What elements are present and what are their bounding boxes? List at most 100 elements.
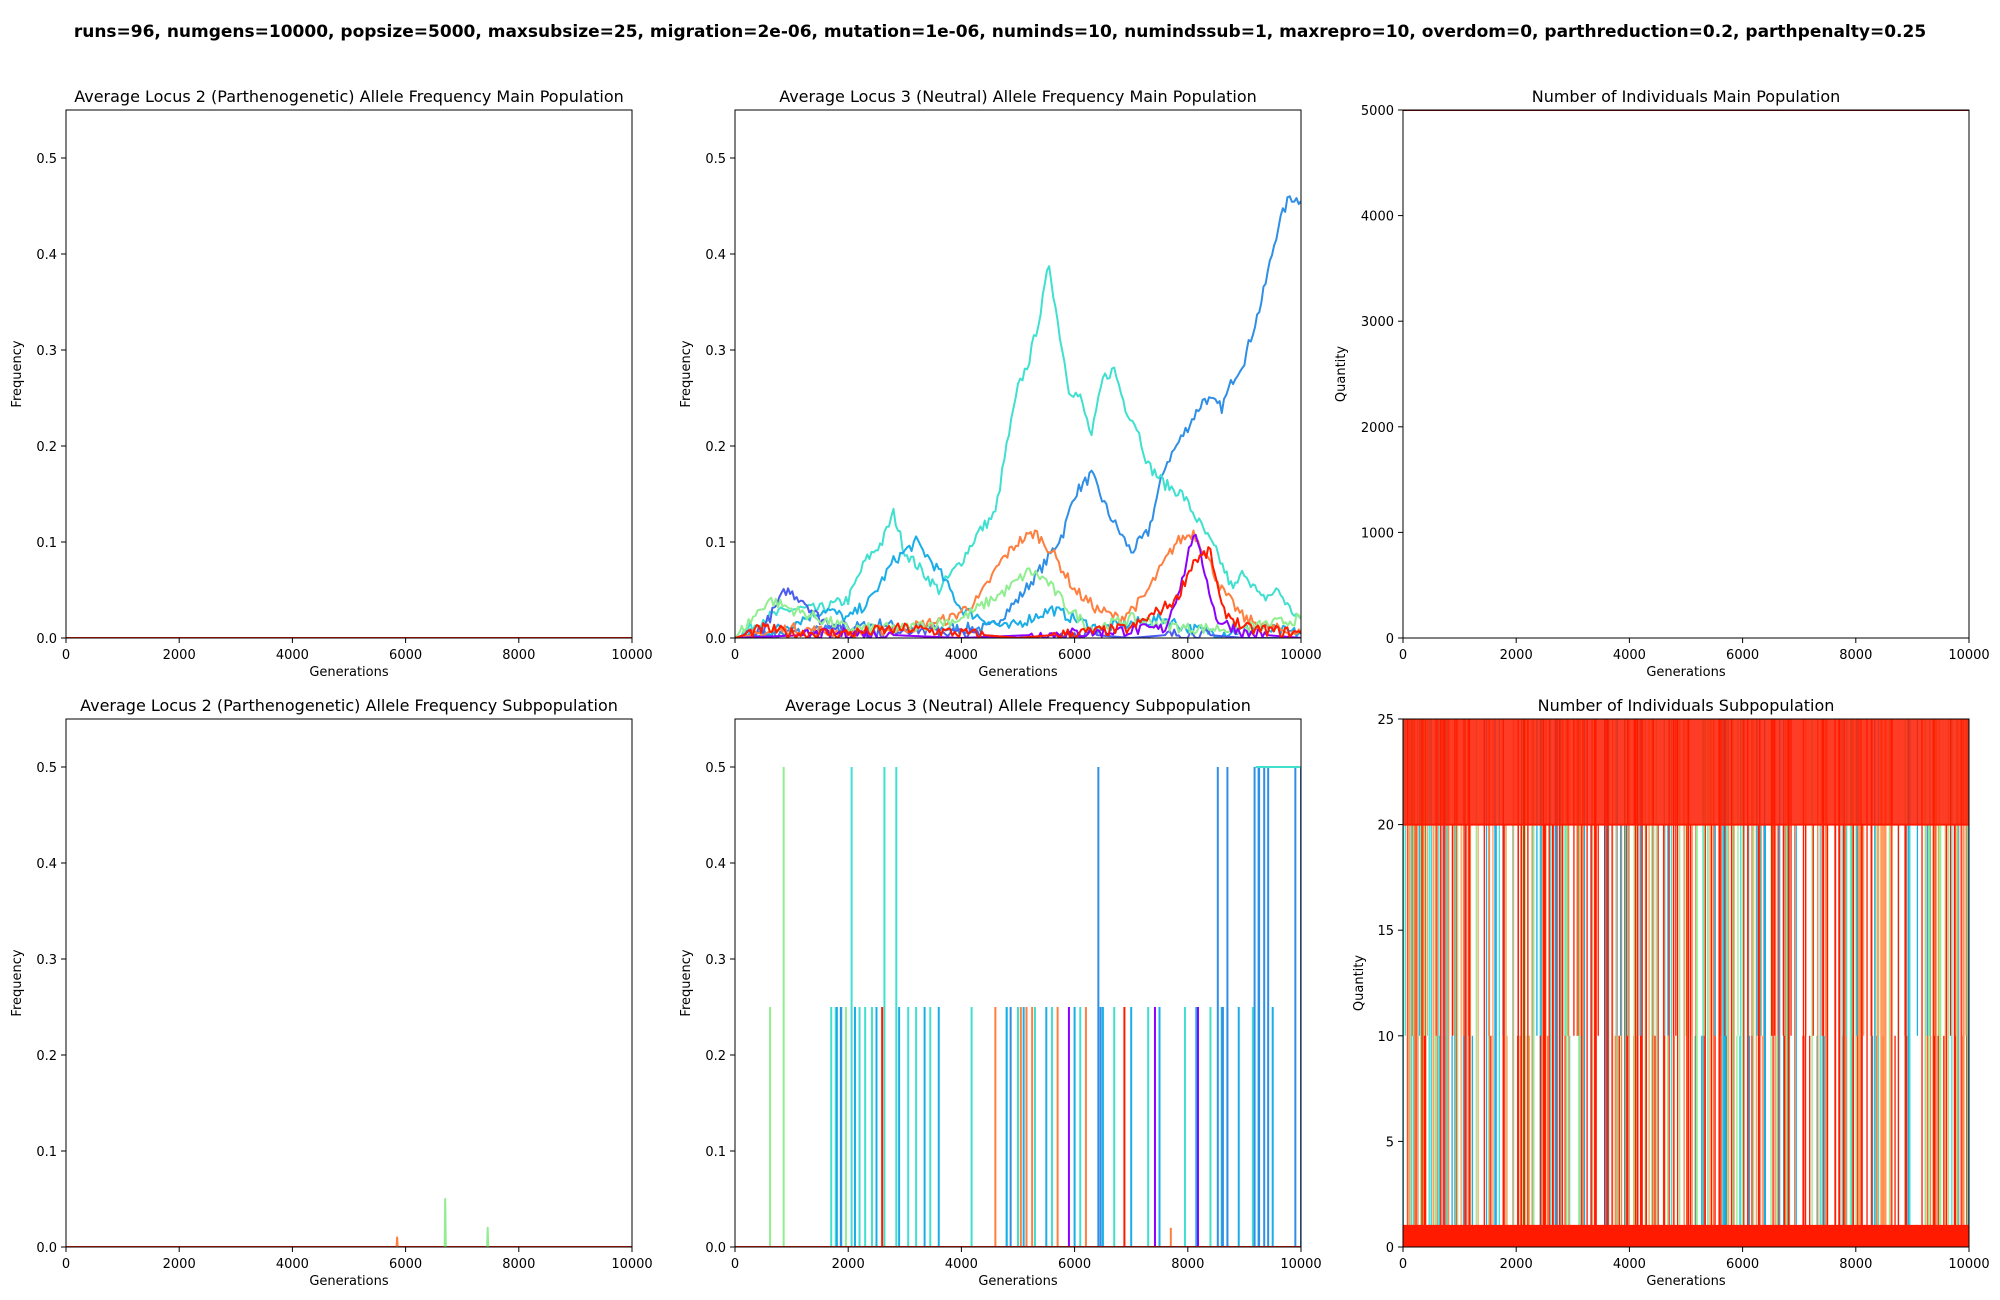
y-tick-label: 0.1 [36, 1145, 57, 1160]
series-line-7 [735, 533, 1301, 638]
y-tick-label: 20 [1377, 819, 1394, 834]
x-tick-label: 10000 [1948, 648, 1989, 663]
y-tick-label: 0.5 [36, 761, 57, 776]
chart-title: Number of Individuals Main Population [1532, 87, 1841, 106]
y-tick-label: 0.5 [705, 761, 726, 776]
y-axis-label: Frequency [10, 949, 25, 1016]
series-line-6 [735, 567, 1301, 638]
chart-panel-2: 0 2000 4000 6000 8000 10000 0.0 0.1 0.2 0.3 0.4 0.5… [679, 87, 1322, 680]
x-tick-label: 6000 [389, 1257, 422, 1272]
x-tick-label: 6000 [1058, 648, 1091, 663]
y-tick-label: 0.0 [36, 632, 57, 647]
y-tick-label: 4000 [1361, 210, 1394, 225]
axes-frame [1402, 109, 1970, 639]
y-tick-label: 0.3 [705, 344, 726, 359]
x-tick-label: 0 [62, 1257, 70, 1272]
y-tick-label: 3000 [1361, 315, 1394, 330]
y-tick-label: 0.5 [36, 152, 57, 167]
x-tick-label: 6000 [1726, 1257, 1759, 1272]
plot-area [735, 195, 1301, 638]
y-axis-label: Quantity [1334, 346, 1349, 402]
x-tick-label: 4000 [1613, 648, 1646, 663]
x-tick-label: 6000 [389, 648, 422, 663]
y-tick-label: 0.1 [705, 536, 726, 551]
x-tick-label: 2000 [163, 1257, 196, 1272]
band-20-25 [1403, 719, 1969, 825]
x-tick-label: 2000 [1500, 1257, 1533, 1272]
y-tick-label: 0.4 [36, 857, 57, 872]
series-line-1 [735, 195, 1301, 638]
axes-frame [734, 718, 1302, 1248]
y-tick-label: 0 [1386, 1241, 1394, 1256]
x-tick-label: 0 [1399, 648, 1407, 663]
x-tick-label: 8000 [1839, 1257, 1872, 1272]
chart-title: Average Locus 2 (Parthenogenetic) Allele… [80, 696, 618, 715]
y-tick-label: 0.4 [705, 248, 726, 263]
x-tick-label: 0 [1399, 1257, 1407, 1272]
x-tick-label: 4000 [945, 648, 978, 663]
chart-panel-5: 0 2000 4000 6000 8000 10000 0.0 0.1 0.2 0.3 0.4 0.5… [679, 696, 1322, 1289]
x-axis-label: Generations [978, 1274, 1058, 1289]
series-line-4 [486, 1226, 490, 1247]
y-tick-label: 0.3 [36, 953, 57, 968]
y-tick-label: 0 [1386, 632, 1394, 647]
y-tick-label: 0.2 [36, 440, 57, 455]
axes-frame [1402, 718, 1970, 1248]
x-tick-label: 4000 [945, 1257, 978, 1272]
x-tick-label: 2000 [832, 1257, 865, 1272]
figure-suptitle: runs=96, numgens=10000, popsize=5000, ma… [73, 22, 1927, 42]
series-line-2 [735, 265, 1301, 638]
plot-area [1403, 719, 1969, 1247]
series-line-3 [735, 535, 1301, 638]
y-tick-label: 0.0 [36, 1241, 57, 1256]
plot-area [735, 766, 1301, 1247]
y-tick-label: 0.4 [705, 857, 726, 872]
x-tick-label: 2000 [163, 648, 196, 663]
x-tick-label: 10000 [1948, 1257, 1989, 1272]
x-tick-label: 4000 [276, 648, 309, 663]
chart-title: Average Locus 3 (Neutral) Allele Frequen… [785, 696, 1251, 715]
band-0-1 [1403, 1225, 1969, 1247]
y-tick-label: 0.0 [705, 1241, 726, 1256]
x-tick-label: 0 [62, 648, 70, 663]
y-tick-label: 0.1 [705, 1145, 726, 1160]
x-tick-label: 10000 [611, 1257, 652, 1272]
x-tick-label: 8000 [1839, 648, 1872, 663]
x-axis-label: Generations [309, 1274, 389, 1289]
y-tick-label: 15 [1377, 924, 1394, 939]
x-axis-label: Generations [1646, 1274, 1726, 1289]
chart-title: Average Locus 3 (Neutral) Allele Frequen… [779, 87, 1257, 106]
y-axis-label: Quantity [1352, 955, 1367, 1011]
x-tick-label: 8000 [1171, 1257, 1204, 1272]
x-tick-label: 2000 [832, 648, 865, 663]
x-tick-label: 8000 [502, 648, 535, 663]
y-tick-label: 0.5 [705, 152, 726, 167]
x-tick-label: 2000 [1500, 648, 1533, 663]
y-tick-label: 0.0 [705, 632, 726, 647]
y-tick-label: 25 [1377, 713, 1394, 728]
x-axis-label: Generations [1646, 665, 1726, 680]
series-line-3 [443, 1198, 447, 1247]
y-tick-label: 0.4 [36, 248, 57, 263]
axes-frame [734, 109, 1302, 639]
x-tick-label: 10000 [1280, 1257, 1321, 1272]
y-axis-label: Frequency [679, 949, 694, 1016]
y-tick-label: 0.2 [705, 1049, 726, 1064]
x-tick-label: 4000 [276, 1257, 309, 1272]
chart-panel-6: 0 2000 4000 6000 8000 10000 0 5 10 15 20 25 Number o… [1352, 696, 1990, 1289]
x-axis-label: Generations [978, 665, 1058, 680]
x-tick-label: 10000 [611, 648, 652, 663]
series-line-8 [735, 546, 1301, 638]
chart-title: Number of Individuals Subpopulation [1538, 696, 1835, 715]
y-tick-label: 0.1 [36, 536, 57, 551]
y-axis-label: Frequency [10, 340, 25, 407]
x-tick-label: 8000 [1171, 648, 1204, 663]
axes-frame [65, 109, 633, 639]
chart-panel-1: 0 2000 4000 6000 8000 10000 0.0 0.1 0.2 0.3 0.4 0.5… [10, 87, 653, 680]
plot-area [66, 1198, 632, 1247]
series-line-2 [395, 1236, 399, 1247]
y-tick-label: 0.3 [705, 953, 726, 968]
axes-frame [65, 718, 633, 1248]
chart-title: Average Locus 2 (Parthenogenetic) Allele… [74, 87, 624, 106]
x-tick-label: 4000 [1613, 1257, 1646, 1272]
